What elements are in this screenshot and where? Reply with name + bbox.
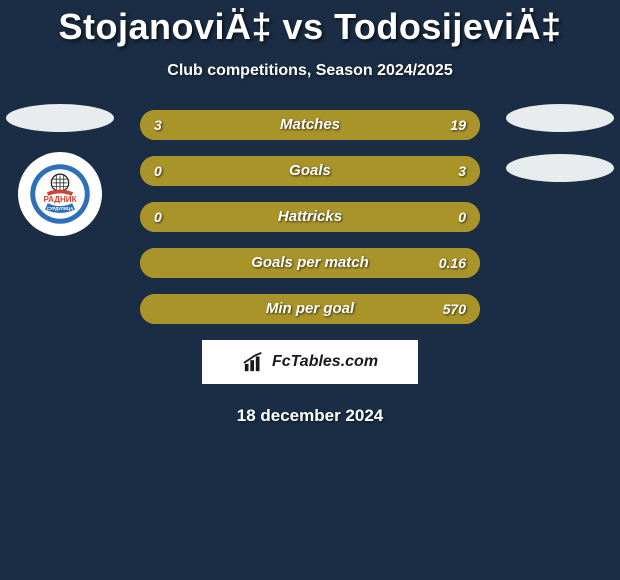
stat-label: Matches bbox=[140, 110, 480, 140]
stat-label: Hattricks bbox=[140, 202, 480, 232]
stats-bars: 3Matches190Goals30Hattricks0Goals per ma… bbox=[140, 110, 480, 324]
left-club-badge: РАДНИК СУРДУЛИЦА bbox=[18, 152, 102, 236]
stat-label: Min per goal bbox=[140, 294, 480, 324]
radnik-badge-icon: РАДНИК СУРДУЛИЦА bbox=[29, 163, 91, 225]
stat-label: Goals bbox=[140, 156, 480, 186]
stat-value-right: 570 bbox=[443, 294, 466, 324]
stat-row: Goals per match0.16 bbox=[140, 248, 480, 278]
right-player-photo-placeholder bbox=[506, 104, 614, 132]
stat-row: 0Goals3 bbox=[140, 156, 480, 186]
date-line: 18 december 2024 bbox=[0, 406, 620, 426]
stat-row: 0Hattricks0 bbox=[140, 202, 480, 232]
chart-bars-icon bbox=[242, 351, 266, 373]
stat-value-right: 19 bbox=[450, 110, 466, 140]
brand-box: FcTables.com bbox=[202, 340, 418, 384]
comparison-layout: РАДНИК СУРДУЛИЦА 3Matches190Goals30Hattr… bbox=[0, 110, 620, 426]
left-player-col: РАДНИК СУРДУЛИЦА bbox=[0, 104, 120, 236]
brand-text: FcTables.com bbox=[272, 353, 378, 371]
page-subtitle: Club competitions, Season 2024/2025 bbox=[0, 62, 620, 80]
stat-value-right: 0.16 bbox=[439, 248, 466, 278]
stat-row: Min per goal570 bbox=[140, 294, 480, 324]
badge-subtext: СУРДУЛИЦА bbox=[47, 206, 74, 211]
stat-row: 3Matches19 bbox=[140, 110, 480, 140]
stat-value-right: 3 bbox=[458, 156, 466, 186]
right-player-col bbox=[500, 104, 620, 202]
right-club-badge-placeholder bbox=[506, 154, 614, 182]
left-player-photo-placeholder bbox=[6, 104, 114, 132]
badge-text: РАДНИК bbox=[43, 195, 76, 204]
stat-value-right: 0 bbox=[458, 202, 466, 232]
stat-label: Goals per match bbox=[140, 248, 480, 278]
page-title: StojanoviÄ‡ vs TodosijeviÄ‡ bbox=[0, 0, 620, 48]
